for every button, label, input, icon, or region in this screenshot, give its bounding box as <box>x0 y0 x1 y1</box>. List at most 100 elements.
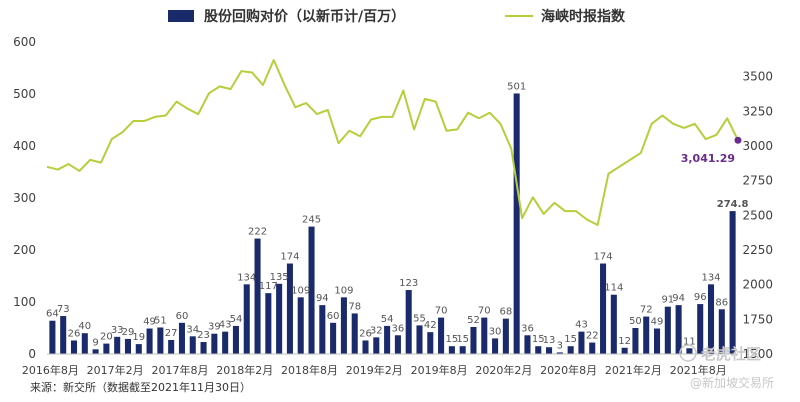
bar <box>362 340 369 354</box>
x-tick-label: 2019年2月 <box>346 363 403 377</box>
bar-value-label: 43 <box>219 320 232 331</box>
bar <box>632 328 639 354</box>
bar-value-label: 245 <box>302 215 321 226</box>
bar-value-label: 135 <box>270 272 289 283</box>
bar <box>524 335 531 354</box>
bar <box>60 316 67 354</box>
bar <box>286 263 293 354</box>
x-tick-label: 2020年2月 <box>475 363 532 377</box>
bar-value-label: 13 <box>543 335 556 346</box>
bar <box>211 333 218 354</box>
bar-value-label: 94 <box>672 293 685 304</box>
bar <box>438 317 445 354</box>
bar-value-label: 91 <box>661 295 674 306</box>
bar-value-label: 30 <box>489 326 502 337</box>
bar <box>621 347 628 354</box>
y-left-tick-label: 100 <box>13 295 36 309</box>
bar <box>697 304 704 354</box>
bar-value-label: 123 <box>399 278 418 289</box>
bar-value-label: 86 <box>715 297 728 308</box>
y-right-tick-label: 3500 <box>742 70 773 84</box>
y-left-tick-label: 200 <box>13 243 36 257</box>
legend-line-label: 海峡时报指数 <box>541 8 626 25</box>
line-path <box>46 59 739 227</box>
y-right-tick-label: 1500 <box>742 347 773 361</box>
bar <box>492 338 499 354</box>
x-tick-label: 2018年2月 <box>216 363 273 377</box>
bar <box>664 306 671 354</box>
bar <box>189 336 196 354</box>
bar-value-label: 222 <box>248 227 267 238</box>
bar <box>416 325 423 354</box>
x-tick-label: 2018年8月 <box>281 363 338 377</box>
bar <box>373 337 380 354</box>
bar-value-label: 51 <box>154 315 167 326</box>
y-right-tick-label: 1750 <box>742 312 773 326</box>
x-tick-label: 2019年8月 <box>411 363 468 377</box>
bar <box>49 320 56 354</box>
bar-value-label: 60 <box>327 311 340 322</box>
bar <box>610 294 617 354</box>
bar-value-label: 72 <box>640 305 653 316</box>
bar-value-label: 33 <box>111 325 124 336</box>
bar-value-label: 96 <box>694 292 707 303</box>
bar-value-label: 23 <box>197 330 210 341</box>
x-tick-label: 2016年8月 <box>22 363 79 377</box>
y-left-tick-label: 300 <box>13 191 36 205</box>
bar-value-label: 36 <box>521 323 534 334</box>
y-right-tick-label: 3000 <box>742 139 773 153</box>
x-axis: 2016年8月 2017年2月 2017年8月 2018年2月 2018年8月 2019年… <box>22 363 727 377</box>
bar-value-label: 174 <box>280 252 299 263</box>
bar <box>297 297 304 354</box>
bar-data-labels: 6473264092033291949512760342339435413422… <box>46 81 748 351</box>
bar <box>178 322 185 354</box>
bar <box>157 327 164 354</box>
bar <box>535 346 542 354</box>
bar-value-label: 52 <box>467 315 480 326</box>
bar-value-label: 134 <box>701 272 720 283</box>
bar-value-label: 26 <box>68 328 81 339</box>
bar <box>675 305 682 354</box>
x-tick-label: 2021年8月 <box>670 363 727 377</box>
bar-value-label: 15 <box>446 334 459 345</box>
bar-value-label: 54 <box>381 314 394 325</box>
bar-value-label: 94 <box>316 293 329 304</box>
y-right-tick-label: 2750 <box>742 174 773 188</box>
bar-value-label: 27 <box>165 328 178 339</box>
y-left-tick-label: 400 <box>13 139 36 153</box>
bar <box>222 331 229 354</box>
bar <box>589 342 596 354</box>
y-left-tick-label: 0 <box>28 347 36 361</box>
bar <box>70 340 78 354</box>
bar-value-label: 26 <box>359 328 372 339</box>
bar-value-label: 54 <box>230 314 243 325</box>
bar <box>654 328 661 354</box>
bar <box>567 346 574 354</box>
bar <box>254 238 261 354</box>
bar-value-label: 274.8 <box>717 199 749 210</box>
bar-value-label: 109 <box>291 285 310 296</box>
bar <box>265 293 272 354</box>
y-right-tick-label: 3250 <box>742 104 773 118</box>
x-tick-label: 2021年2月 <box>605 363 662 377</box>
y-left-tick-label: 500 <box>13 87 36 101</box>
bar-value-label: 78 <box>348 301 361 312</box>
bar <box>330 322 337 354</box>
bar-value-label: 22 <box>586 331 599 342</box>
bar-value-label: 49 <box>143 317 156 328</box>
bar-value-label: 501 <box>507 81 526 92</box>
bar-value-label: 36 <box>392 323 405 334</box>
bar <box>470 326 477 354</box>
bar-value-label: 174 <box>593 252 612 263</box>
bar-series <box>47 93 738 355</box>
bar-value-label: 64 <box>46 309 59 320</box>
bar <box>643 316 650 354</box>
line-series <box>46 59 742 227</box>
bar-value-label: 3 <box>557 340 563 351</box>
legend-bar-label: 股份回购对价（以新币计/百万） <box>204 8 405 25</box>
bar-value-label: 19 <box>132 332 145 343</box>
bar <box>103 343 110 354</box>
y-left-tick-label: 600 <box>13 35 36 49</box>
line-last-value-label: 3,041.29 <box>681 152 735 165</box>
y-right-tick-label: 2500 <box>742 208 773 222</box>
